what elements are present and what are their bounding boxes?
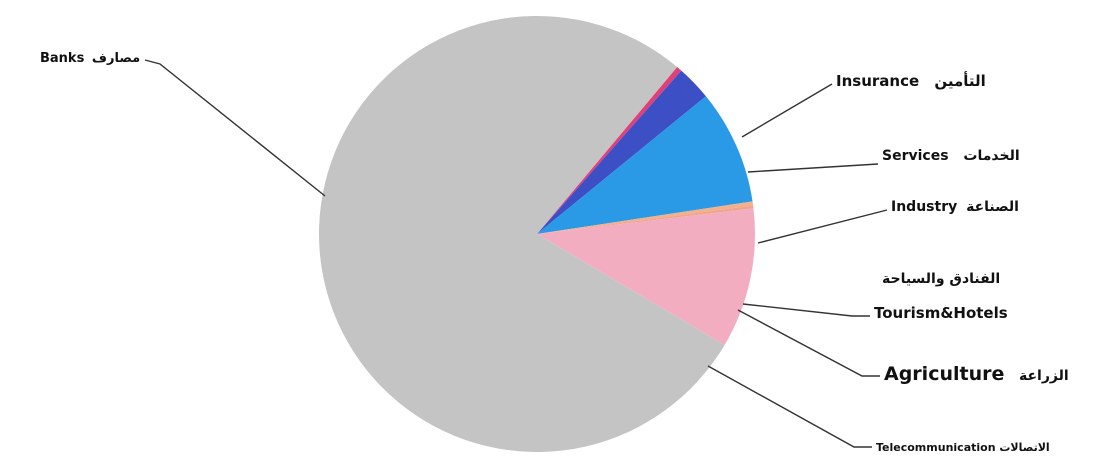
leader-industry [757,209,888,244]
leader-insurance [741,83,833,138]
label-tourism-ar: الفنادق والسياحة [882,271,1000,287]
slice-services [537,70,706,234]
label-insurance: Insurance التأمين [836,71,986,90]
label-industry: Industry الصناعة [891,199,1019,215]
label-services: Services الخدمات [882,148,1020,164]
leader-lines [144,59,888,448]
label-agriculture: Agriculture الزراعة [884,363,1069,385]
label-banks: Banks مصارف [40,51,140,66]
slice-banks [318,15,725,452]
slice-agriculture [537,205,754,234]
leader-banks [144,59,326,197]
leader-agriculture [737,309,880,377]
label-telecommunication: Telecommunication الاتصالات [876,441,1050,454]
slice-telecommunication [537,208,756,346]
leader-services [747,163,879,173]
label-tourism-en: Tourism&Hotels [874,304,1008,322]
slice-tourism-hotels [537,201,754,234]
pie-slices [318,15,756,452]
leader-telecommunication [707,365,872,448]
slice-industry [537,96,753,234]
slice-insurance [537,67,682,234]
leader-tourism-hotels [742,303,870,317]
